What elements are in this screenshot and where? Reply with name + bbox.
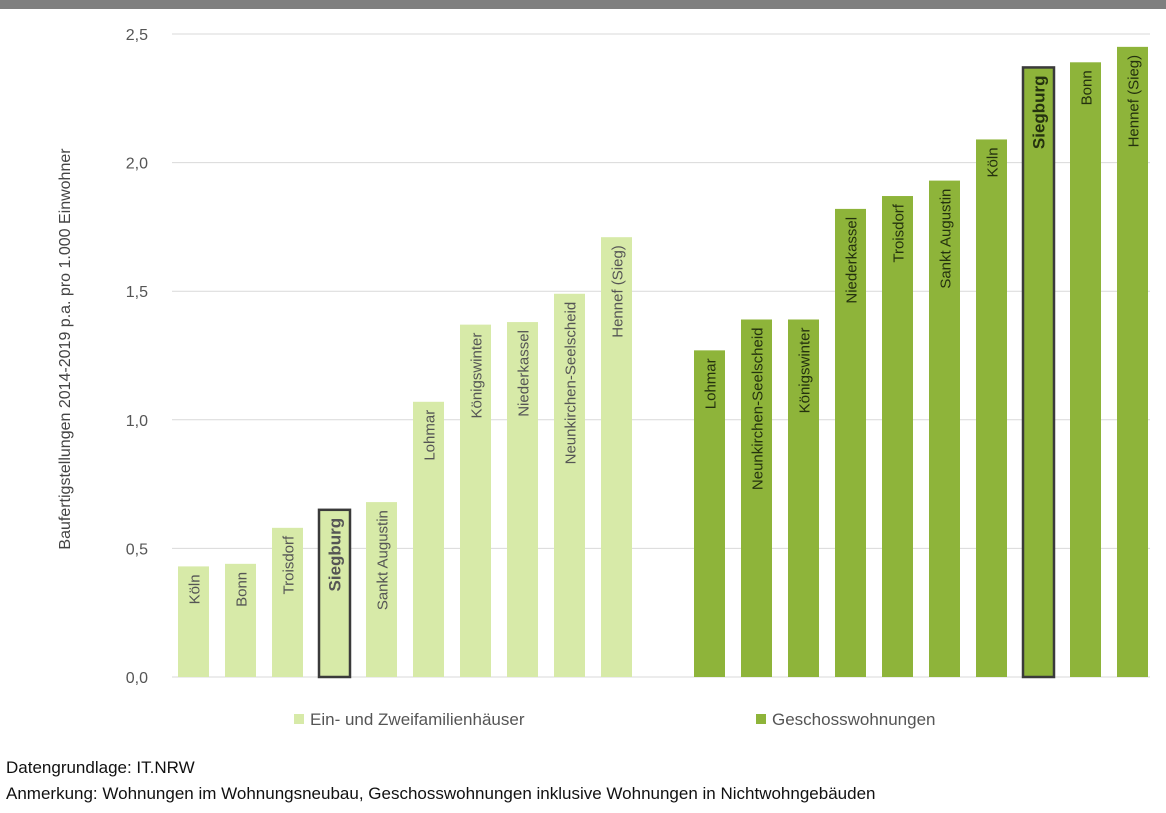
bar-gw-neunkirchen-seelscheid — [741, 319, 772, 677]
bar-gw-lohmar — [694, 350, 725, 677]
remark-note: Anmerkung: Wohnungen im Wohnungsneubau, … — [6, 784, 876, 803]
bar-gw-k-ln — [976, 139, 1007, 677]
y-tick-label: 0,5 — [126, 541, 148, 558]
bar-label: Troisdorf — [281, 535, 298, 594]
bar-gw-bonn — [1070, 62, 1101, 678]
bar-gw-niederkassel — [835, 208, 866, 677]
bar-label: Neunkirchen-Seelscheid — [750, 327, 767, 490]
bar-efh-hennef-sieg- — [601, 237, 632, 678]
bar-efh-k-nigswinter — [460, 324, 491, 677]
bar-label: Siegburg — [1030, 75, 1049, 149]
bar-label: Königswinter — [797, 327, 814, 413]
bar-efh-neunkirchen-seelscheid — [554, 293, 585, 677]
bar-label: Köln — [985, 147, 1002, 177]
source-note: Datengrundlage: IT.NRW — [6, 758, 195, 777]
bar-gw-hennef-sieg- — [1117, 46, 1148, 678]
bar-efh-sankt-augustin — [366, 502, 397, 677]
bar-label: Niederkassel — [516, 330, 533, 417]
legend-label: Geschosswohnungen — [772, 710, 936, 729]
y-tick-label: 1,5 — [126, 284, 148, 301]
bar-gw-k-nigswinter — [788, 319, 819, 677]
bar-gw-troisdorf — [882, 196, 913, 677]
y-axis-label: Baufertigstellungen 2014-2019 p.a. pro 1… — [57, 148, 74, 550]
bar-label: Lohmar — [703, 358, 720, 409]
bar-efh-siegburg — [317, 508, 352, 679]
bar-efh-k-ln — [178, 566, 209, 677]
bar-label: Bonn — [234, 572, 251, 607]
bar-label: Siegburg — [326, 518, 345, 592]
bar-label: Sankt Augustin — [938, 189, 955, 289]
legend-label: Ein- und Zweifamilienhäuser — [310, 710, 525, 729]
bar-efh-niederkassel — [507, 322, 538, 677]
bar-gw-siegburg — [1021, 66, 1056, 679]
bar-chart: 0,0 0,5 1,0 1,5 2,0 2,5 Baufertigstellungen 2… — [57, 27, 1150, 729]
legend-swatch — [294, 714, 304, 724]
bars: Köln Bonn Troisdorf Siegburg Sankt Augustin L… — [178, 46, 1148, 679]
bar-label: Neunkirchen-Seelscheid — [563, 302, 580, 465]
y-tick-label: 0,0 — [126, 670, 148, 687]
bar-label: Köln — [187, 574, 204, 604]
bar-efh-bonn — [225, 563, 256, 677]
bar-label: Hennef (Sieg) — [610, 245, 627, 338]
bar-label: Lohmar — [422, 410, 439, 461]
bar-label: Königswinter — [469, 333, 486, 419]
legend-swatch — [756, 714, 766, 724]
bar-label: Bonn — [1079, 70, 1096, 105]
y-tick-label: 2,0 — [126, 156, 148, 173]
bar-efh-troisdorf — [272, 527, 303, 677]
bar-label: Sankt Augustin — [375, 510, 392, 610]
bar-label: Hennef (Sieg) — [1126, 55, 1143, 148]
legend: Ein- und Zweifamilienhäuser Geschosswohnu… — [294, 710, 936, 729]
bar-efh-lohmar — [413, 401, 444, 677]
bar-label: Niederkassel — [844, 217, 861, 304]
y-tick-label: 1,0 — [126, 413, 148, 430]
y-axis-ticks: 0,0 0,5 1,0 1,5 2,0 2,5 — [126, 27, 148, 687]
bar-label: Troisdorf — [891, 203, 908, 262]
top-border-bar — [0, 0, 1166, 9]
y-tick-label: 2,5 — [126, 27, 148, 44]
bar-gw-sankt-augustin — [929, 180, 960, 677]
